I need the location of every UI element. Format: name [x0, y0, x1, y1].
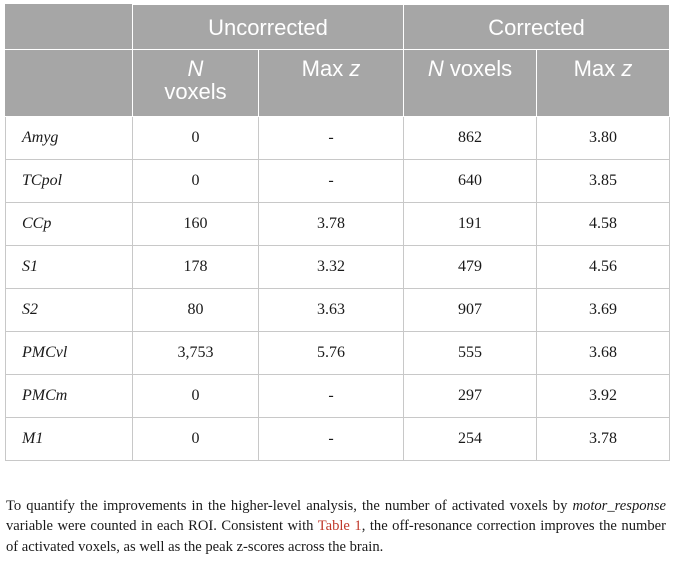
- results-table-container: Uncorrected Corrected N voxels Max z N v…: [5, 4, 670, 461]
- header-voxels-label: voxels: [443, 56, 513, 81]
- uncorrected-n-voxels: 0: [132, 116, 259, 160]
- uncorrected-n-voxels: 3,753: [132, 331, 259, 375]
- header-corner-cell: [5, 4, 133, 50]
- uncorrected-n-voxels: 0: [132, 374, 259, 418]
- uncorrected-max-z: 3.32: [258, 245, 404, 289]
- roi-name: PMCm: [5, 374, 133, 418]
- header-corner-cell-lower: [5, 49, 133, 117]
- table-row: PMCvl 3,753 5.76 555 3.68: [5, 331, 670, 375]
- corrected-max-z: 3.80: [536, 116, 670, 160]
- header-z-symbol: z: [621, 56, 633, 81]
- roi-name: TCpol: [5, 159, 133, 203]
- table-body: Amyg 0 - 862 3.80 TCpol 0 - 640 3.85 CCp…: [5, 116, 670, 461]
- header-uncorrected-n-voxels: N voxels: [132, 49, 259, 117]
- uncorrected-n-voxels: 80: [132, 288, 259, 332]
- uncorrected-max-z: 5.76: [258, 331, 404, 375]
- uncorrected-n-voxels: 0: [132, 159, 259, 203]
- table-header: Uncorrected Corrected N voxels Max z N v…: [5, 4, 670, 117]
- roi-name: S2: [5, 288, 133, 332]
- table-row: TCpol 0 - 640 3.85: [5, 159, 670, 203]
- roi-name: PMCvl: [5, 331, 133, 375]
- header-group-corrected: Corrected: [403, 4, 670, 50]
- corrected-max-z: 3.85: [536, 159, 670, 203]
- caption-text-part1: To quantify the improvements in the high…: [6, 497, 573, 514]
- table-caption: To quantify the improvements in the high…: [6, 496, 666, 558]
- uncorrected-n-voxels: 160: [132, 202, 259, 246]
- corrected-n-voxels: 555: [403, 331, 537, 375]
- caption-text-part2: variable were counted in each ROI. Consi…: [6, 518, 318, 535]
- table-row: S2 80 3.63 907 3.69: [5, 288, 670, 332]
- uncorrected-n-voxels: 0: [132, 417, 259, 461]
- corrected-n-voxels: 862: [403, 116, 537, 160]
- corrected-max-z: 3.78: [536, 417, 670, 461]
- header-voxels-label: voxels: [164, 79, 227, 104]
- header-n-symbol: N: [427, 56, 444, 81]
- header-uncorrected-max-z: Max z: [258, 49, 404, 117]
- header-max-label: Max: [301, 56, 350, 81]
- uncorrected-max-z: -: [258, 116, 404, 160]
- roi-name: S1: [5, 245, 133, 289]
- table-row: PMCm 0 - 297 3.92: [5, 374, 670, 418]
- voxel-activation-table: Uncorrected Corrected N voxels Max z N v…: [5, 4, 670, 461]
- table-row: Amyg 0 - 862 3.80: [5, 116, 670, 160]
- header-max-label: Max: [573, 56, 622, 81]
- roi-name: CCp: [5, 202, 133, 246]
- uncorrected-max-z: -: [258, 159, 404, 203]
- corrected-max-z: 4.58: [536, 202, 670, 246]
- header-n-symbol: N: [187, 56, 204, 81]
- corrected-n-voxels: 191: [403, 202, 537, 246]
- header-corrected-n-voxels: N voxels: [403, 49, 537, 117]
- corrected-n-voxels: 297: [403, 374, 537, 418]
- table-1-link[interactable]: Table 1: [317, 518, 362, 535]
- corrected-max-z: 3.69: [536, 288, 670, 332]
- header-z-symbol: z: [349, 56, 361, 81]
- corrected-max-z: 4.56: [536, 245, 670, 289]
- table-row: M1 0 - 254 3.78: [5, 417, 670, 461]
- caption-text-part3: , the off-resonance correction improves …: [6, 518, 666, 555]
- uncorrected-max-z: 3.78: [258, 202, 404, 246]
- corrected-n-voxels: 254: [403, 417, 537, 461]
- table-row: CCp 160 3.78 191 4.58: [5, 202, 670, 246]
- corrected-max-z: 3.68: [536, 331, 670, 375]
- roi-name: M1: [5, 417, 133, 461]
- roi-name: Amyg: [5, 116, 133, 160]
- uncorrected-max-z: -: [258, 417, 404, 461]
- corrected-n-voxels: 479: [403, 245, 537, 289]
- header-corrected-max-z: Max z: [536, 49, 670, 117]
- corrected-n-voxels: 907: [403, 288, 537, 332]
- uncorrected-max-z: -: [258, 374, 404, 418]
- corrected-n-voxels: 640: [403, 159, 537, 203]
- corrected-max-z: 3.92: [536, 374, 670, 418]
- table-row: S1 178 3.32 479 4.56: [5, 245, 670, 289]
- header-group-uncorrected: Uncorrected: [132, 4, 404, 50]
- caption-variable-name: motor_response: [572, 497, 666, 514]
- uncorrected-n-voxels: 178: [132, 245, 259, 289]
- uncorrected-max-z: 3.63: [258, 288, 404, 332]
